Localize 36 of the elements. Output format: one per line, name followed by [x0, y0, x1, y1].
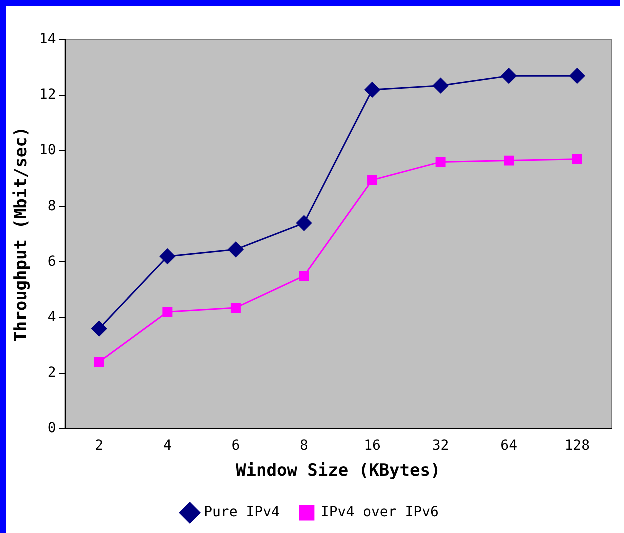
point — [299, 271, 310, 282]
y-tick-label: 0 — [48, 420, 56, 436]
point — [572, 154, 582, 164]
x-tick-label: 128 — [564, 438, 590, 454]
y-tick-label: 8 — [48, 198, 56, 214]
legend-label: IPv4 over IPv6 — [320, 504, 439, 521]
point — [364, 82, 380, 98]
point — [436, 157, 446, 168]
point — [94, 357, 104, 368]
y-tick-label: 2 — [48, 364, 56, 381]
y-tick-label: 10 — [39, 142, 56, 159]
x-tick-label: 16 — [364, 438, 381, 454]
x-tick-label: 2 — [95, 438, 104, 454]
point — [501, 68, 517, 84]
point — [433, 78, 449, 94]
y-axis-title: Throughput (Mbit/sec) — [12, 126, 32, 342]
point — [160, 248, 176, 264]
legend-label: Pure IPv4 — [204, 504, 280, 521]
x-tick-label: 4 — [163, 438, 172, 454]
point — [228, 242, 244, 258]
y-tick-label: 4 — [48, 309, 56, 326]
x-tick-label: 6 — [232, 438, 240, 454]
point — [368, 175, 378, 186]
y-tick-label: 6 — [48, 254, 56, 270]
point — [504, 156, 514, 166]
point — [230, 303, 241, 313]
y-tick-label: 14 — [39, 32, 56, 48]
point — [92, 321, 108, 337]
x-tick-label: 64 — [500, 438, 518, 454]
y-tick-label: 12 — [39, 87, 56, 104]
x-tick-label: 32 — [432, 438, 450, 454]
point — [162, 307, 173, 318]
x-tick-label: 8 — [300, 438, 308, 454]
point — [570, 68, 586, 84]
x-axis-title: Window Size (KBytes) — [236, 461, 441, 482]
point — [296, 216, 312, 232]
